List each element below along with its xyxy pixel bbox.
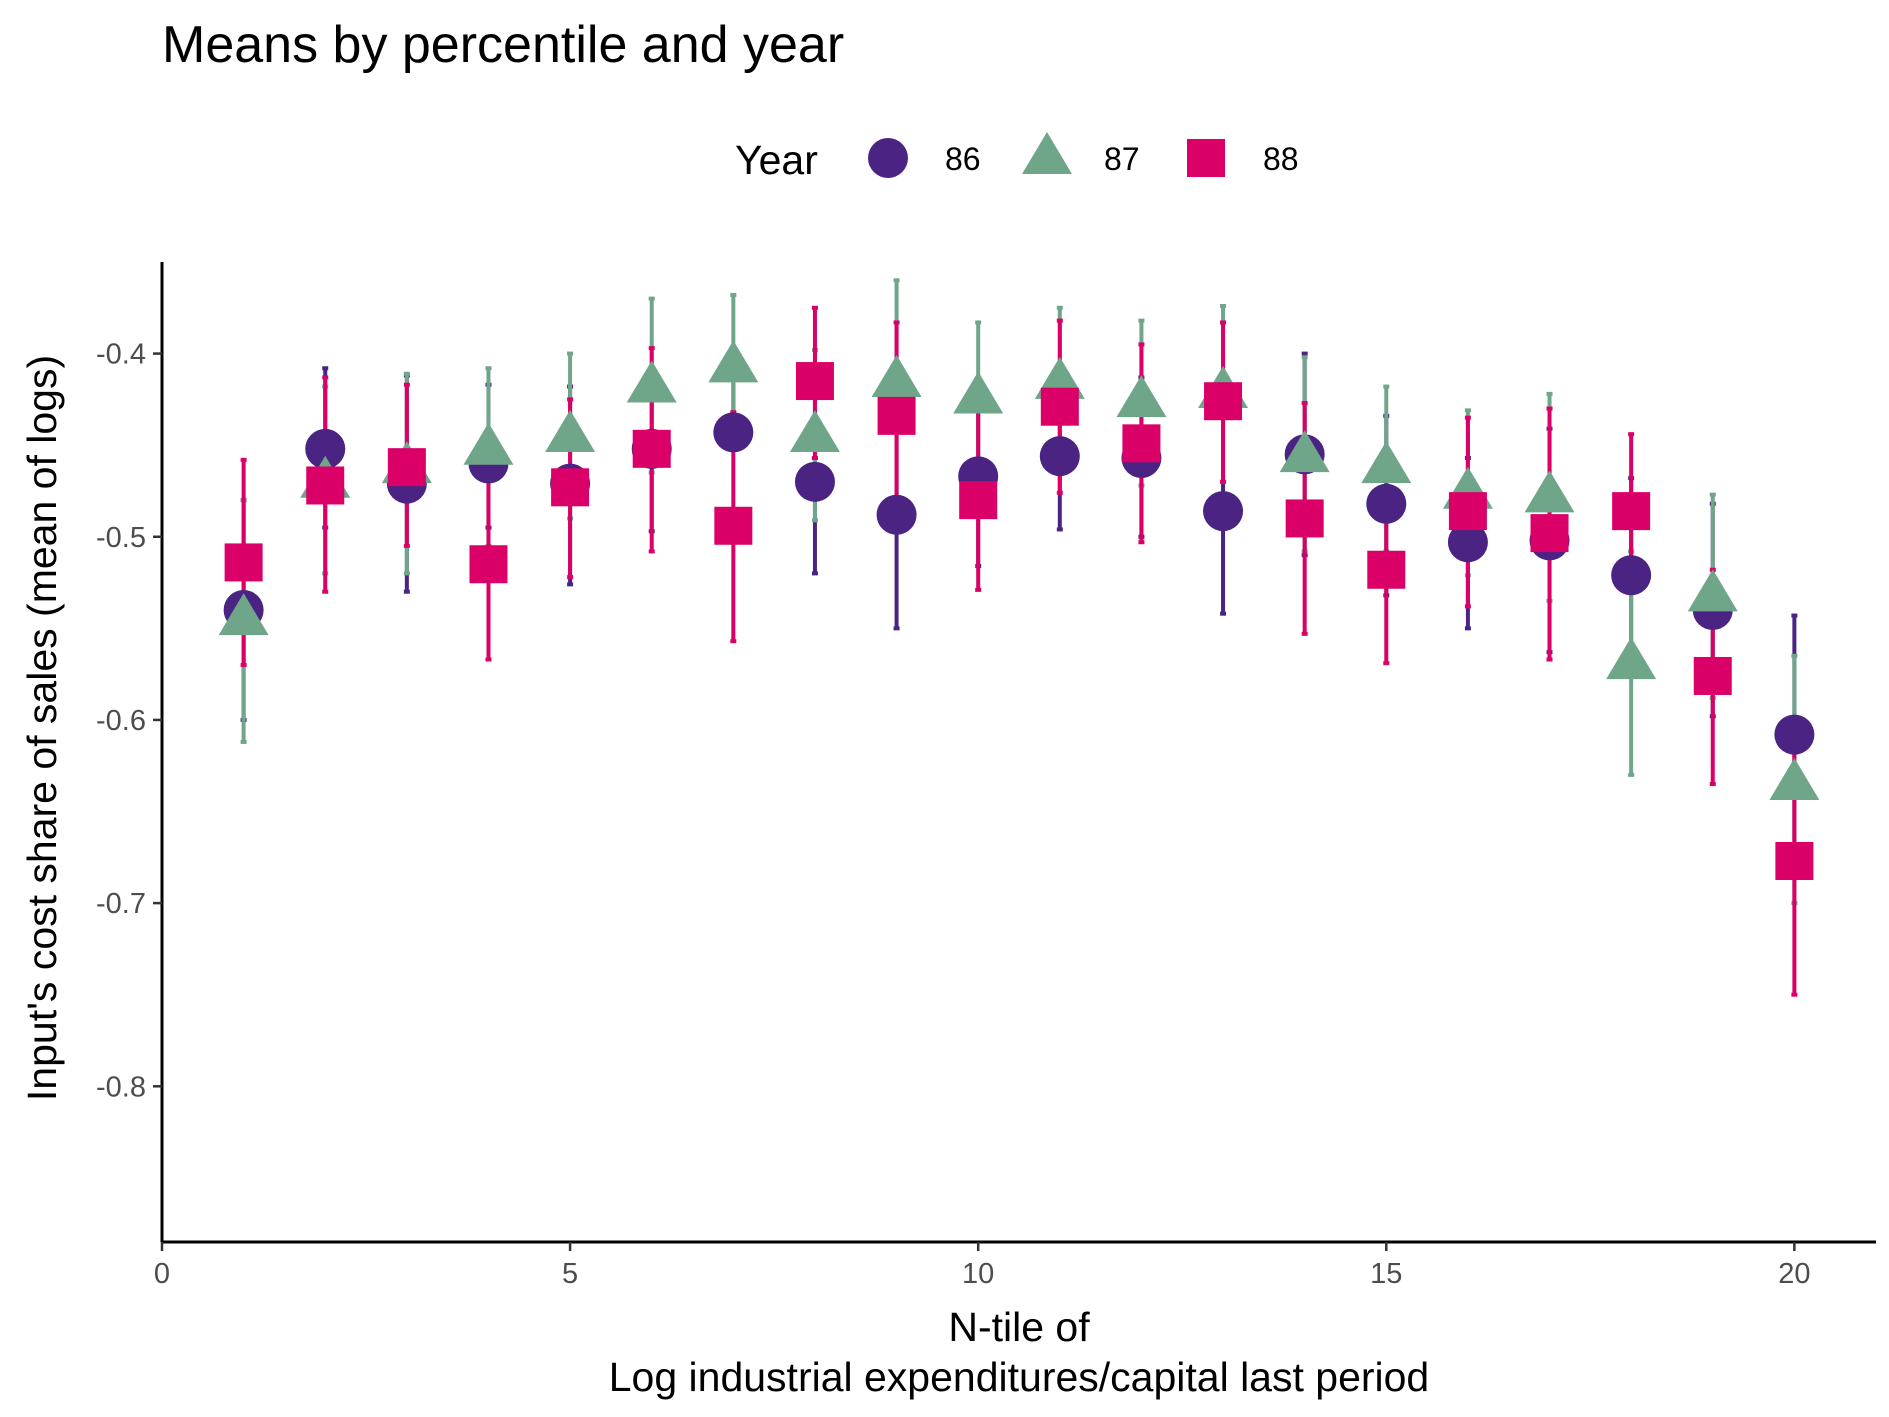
- x-tick-label: 0: [154, 1258, 170, 1290]
- points-88: [224, 362, 1814, 880]
- data-point: [305, 428, 346, 469]
- y-tick-label: -0.4: [96, 339, 146, 371]
- data-point: [1447, 522, 1488, 563]
- data-point: [632, 429, 671, 468]
- data-point: [1524, 470, 1575, 513]
- data-point: [1203, 491, 1244, 532]
- data-point: [551, 468, 590, 507]
- points-86: [223, 412, 1815, 755]
- legend-key-86: [868, 138, 908, 178]
- data-point: [1530, 514, 1569, 553]
- data-point: [306, 466, 345, 505]
- y-axis-title: Input's cost share of sales (mean of log…: [19, 355, 65, 1101]
- data-point: [1367, 550, 1406, 589]
- x-axis-title-line2: Log industrial expenditures/capital last…: [609, 1354, 1430, 1400]
- x-tick-label: 10: [962, 1258, 994, 1290]
- data-point: [1612, 492, 1651, 531]
- data-point: [877, 396, 916, 435]
- data-point: [789, 409, 840, 452]
- legend-label-86: 86: [945, 141, 981, 177]
- data-point: [1204, 382, 1243, 421]
- data-point: [1366, 483, 1407, 524]
- legend-key-88: [1187, 139, 1225, 177]
- series-layer: [218, 278, 1820, 997]
- data-point: [387, 448, 426, 487]
- x-tick-label: 15: [1370, 1258, 1402, 1290]
- y-axis-ticks: -0.4 -0.5 -0.6 -0.7 -0.8: [96, 339, 162, 1103]
- data-point: [626, 360, 677, 403]
- y-tick-label: -0.8: [96, 1071, 146, 1103]
- data-point: [795, 362, 834, 401]
- data-point: [1361, 441, 1412, 484]
- y-tick-label: -0.6: [96, 705, 146, 737]
- legend-label-87: 87: [1104, 141, 1140, 177]
- data-point: [876, 494, 917, 535]
- data-point: [1448, 492, 1487, 531]
- data-point: [224, 543, 263, 582]
- data-point: [1606, 637, 1657, 680]
- y-tick-label: -0.7: [96, 888, 146, 920]
- data-point: [1775, 841, 1814, 880]
- data-point: [1693, 656, 1732, 695]
- x-tick-label: 20: [1778, 1258, 1810, 1290]
- data-point: [1769, 758, 1820, 801]
- data-point: [1122, 424, 1161, 463]
- data-point: [1116, 375, 1167, 418]
- data-point: [953, 371, 1004, 414]
- data-point: [1040, 387, 1079, 426]
- data-point: [714, 506, 753, 545]
- legend-items: 86 87 88: [868, 131, 1299, 178]
- plot-area: -0.4 -0.5 -0.6 -0.7 -0.8 0 5 10 15 20: [96, 262, 1876, 1290]
- data-point: [959, 481, 998, 520]
- data-point: [1285, 499, 1324, 538]
- x-axis-title-line1: N-tile of: [948, 1304, 1090, 1350]
- series-87: [240, 278, 1798, 906]
- legend-key-87: [1022, 131, 1072, 174]
- data-point: [794, 461, 835, 502]
- data-point: [1611, 555, 1652, 596]
- data-point: [1687, 569, 1738, 612]
- legend-title: Year: [735, 137, 818, 183]
- legend-label-88: 88: [1263, 141, 1299, 177]
- data-point: [469, 545, 508, 584]
- series-88: [240, 305, 1798, 997]
- data-point: [545, 409, 596, 452]
- points-87: [218, 340, 1820, 801]
- series-86: [240, 351, 1798, 854]
- data-point: [713, 412, 754, 453]
- data-point: [708, 340, 759, 383]
- data-point: [871, 355, 922, 398]
- data-point: [1774, 714, 1815, 755]
- data-point: [1039, 436, 1080, 477]
- x-tick-label: 5: [562, 1258, 578, 1290]
- chart-title: Means by percentile and year: [162, 16, 844, 74]
- y-tick-label: -0.5: [96, 522, 146, 554]
- data-point: [463, 422, 514, 465]
- data-point: [218, 593, 269, 636]
- data-point: [1279, 430, 1330, 473]
- x-axis-ticks: 0 5 10 15 20: [154, 1242, 1811, 1290]
- legend: Year 86 87 88: [735, 131, 1299, 183]
